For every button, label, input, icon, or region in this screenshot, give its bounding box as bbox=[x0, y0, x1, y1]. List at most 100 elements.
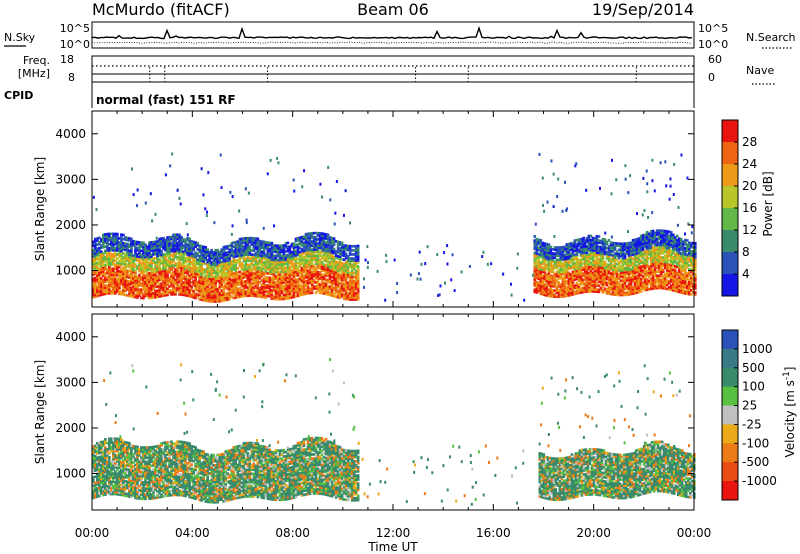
power-cell bbox=[118, 261, 121, 265]
power-cell bbox=[232, 241, 236, 244]
power-cell bbox=[336, 246, 340, 250]
power-cell bbox=[94, 270, 97, 274]
power-cell bbox=[326, 237, 330, 241]
power-cell bbox=[246, 294, 250, 297]
power-cell bbox=[661, 245, 665, 249]
power-cell bbox=[278, 295, 282, 299]
power-cell bbox=[310, 234, 314, 237]
power-cell bbox=[623, 277, 627, 280]
power-cell bbox=[272, 287, 276, 290]
power-cell bbox=[188, 257, 191, 261]
power-cell bbox=[651, 264, 655, 268]
power-cell bbox=[154, 240, 157, 244]
power-cell bbox=[280, 258, 284, 262]
power-cell bbox=[316, 231, 320, 235]
power-cell bbox=[180, 250, 183, 253]
power-cell bbox=[625, 258, 629, 262]
power-cell bbox=[98, 273, 101, 277]
power-cell bbox=[190, 287, 193, 290]
power-cell bbox=[172, 249, 175, 253]
power-cell bbox=[260, 295, 264, 299]
power-cell bbox=[551, 280, 555, 284]
power-cell bbox=[130, 286, 133, 290]
power-cell bbox=[250, 253, 254, 256]
power-cell bbox=[168, 244, 171, 247]
power-cell bbox=[573, 276, 577, 279]
power-cell bbox=[633, 263, 637, 266]
power-cell bbox=[182, 264, 185, 268]
power-cell bbox=[254, 259, 258, 263]
power-cell bbox=[306, 240, 310, 244]
power-cell bbox=[162, 236, 165, 240]
power-cell bbox=[100, 272, 103, 276]
power-cell bbox=[110, 232, 113, 236]
power-cell bbox=[533, 278, 537, 281]
power-cell bbox=[641, 260, 645, 264]
power-cell bbox=[635, 280, 639, 284]
power-cell bbox=[158, 250, 161, 253]
power-cell bbox=[326, 291, 330, 294]
power-cell bbox=[318, 260, 322, 264]
power-cell bbox=[547, 243, 551, 246]
power-cell bbox=[202, 296, 205, 300]
power-cell bbox=[174, 235, 177, 239]
power-cell bbox=[583, 257, 587, 261]
power-cell bbox=[168, 240, 171, 243]
power-cell bbox=[330, 240, 334, 244]
power-cell bbox=[595, 234, 599, 238]
power-cell bbox=[635, 237, 639, 241]
power-cell bbox=[659, 239, 663, 243]
power-cell bbox=[266, 294, 270, 298]
power-cell bbox=[320, 273, 324, 276]
power-cell bbox=[200, 298, 203, 302]
power-cell bbox=[254, 290, 258, 294]
power-cell bbox=[254, 278, 258, 281]
power-cell bbox=[242, 263, 246, 267]
power-cell bbox=[136, 279, 139, 283]
power-cell bbox=[126, 279, 129, 283]
power-cell bbox=[282, 246, 286, 249]
power-cell bbox=[306, 271, 310, 275]
power-cell bbox=[148, 253, 151, 257]
power-cell bbox=[633, 246, 637, 250]
power-cell bbox=[218, 262, 222, 266]
power-cell bbox=[148, 282, 151, 285]
power-cell bbox=[589, 247, 593, 250]
power-cell bbox=[537, 248, 541, 252]
power-cell bbox=[166, 250, 169, 254]
power-cell bbox=[575, 242, 579, 246]
power-cell bbox=[182, 283, 185, 286]
power-cell bbox=[96, 265, 99, 269]
power-cell bbox=[549, 257, 553, 261]
power-cell bbox=[294, 290, 298, 294]
power-cell bbox=[276, 254, 280, 258]
power-cell bbox=[260, 242, 264, 245]
power-cell bbox=[342, 295, 346, 298]
power-cell bbox=[228, 252, 232, 256]
power-cell bbox=[162, 279, 165, 283]
power-cell bbox=[172, 256, 175, 259]
power-cell bbox=[659, 272, 663, 276]
power-cell bbox=[356, 250, 360, 254]
power-sparse-cell bbox=[303, 169, 306, 173]
power-cell bbox=[657, 235, 661, 239]
power-cell bbox=[230, 264, 234, 268]
power-cell bbox=[254, 239, 258, 242]
power-cell bbox=[224, 276, 228, 279]
power-cell bbox=[178, 278, 181, 282]
power-cell bbox=[114, 232, 117, 236]
power-cell bbox=[599, 258, 603, 261]
power-cell bbox=[254, 255, 258, 259]
power-cell bbox=[356, 269, 360, 272]
power-cell bbox=[571, 272, 575, 276]
power-cell bbox=[627, 284, 631, 288]
power-cell bbox=[198, 291, 201, 295]
power-cell bbox=[587, 267, 591, 271]
power-cell bbox=[186, 236, 189, 240]
power-cell bbox=[236, 258, 240, 262]
power-cell bbox=[645, 239, 649, 242]
power-cell bbox=[535, 237, 539, 241]
power-cell bbox=[352, 298, 356, 301]
power-cell bbox=[176, 249, 179, 253]
power-cell bbox=[254, 276, 258, 279]
